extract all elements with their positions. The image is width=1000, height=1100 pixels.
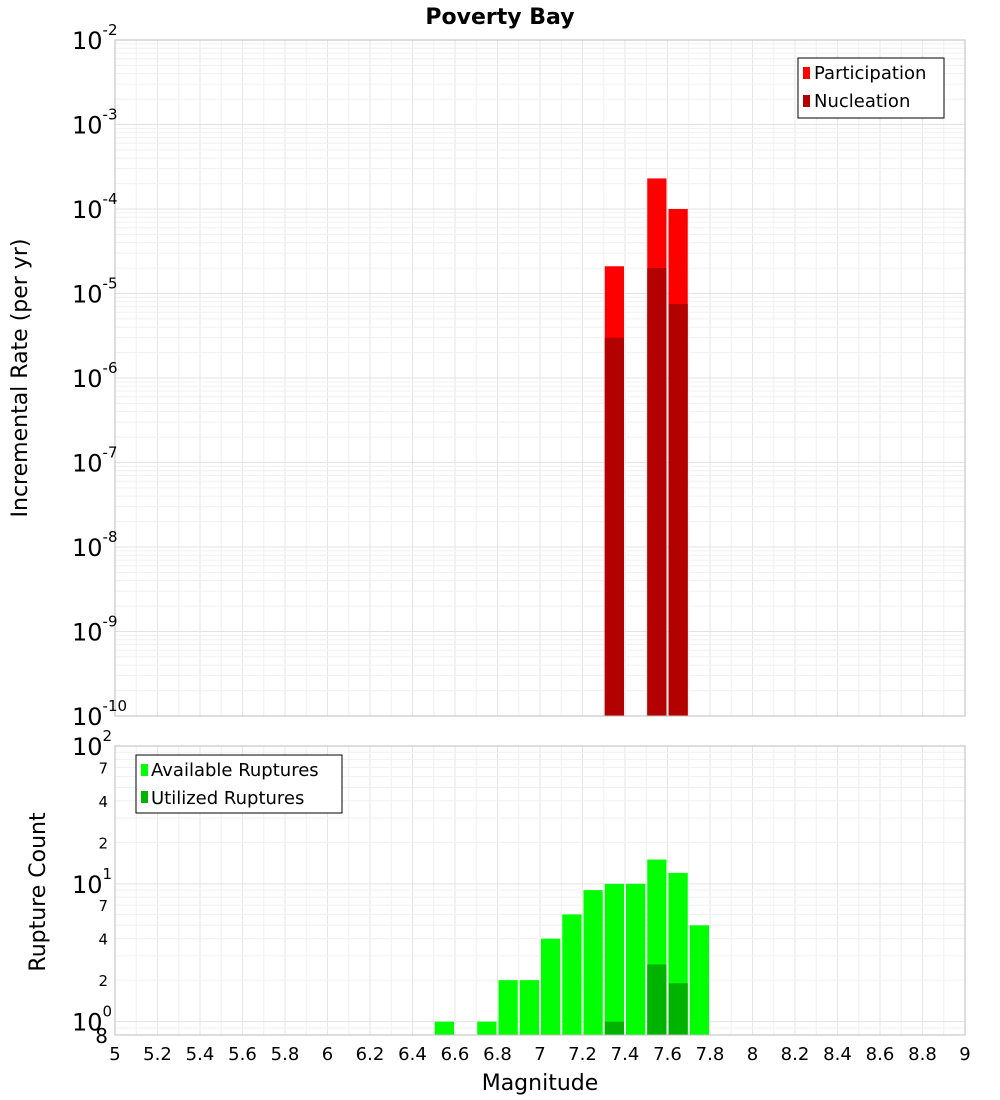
x-axis-label: Magnitude <box>482 1071 599 1096</box>
x-ticks: 5 5.2 5.4 5.6 5.8 6 6.2 6.4 6.6 6.8 7 7.2 7.4 7.6 7.8 8… <box>109 1044 970 1065</box>
y-tick-label: 10-9 <box>72 613 118 647</box>
x-tick-label: 7.2 <box>568 1044 597 1065</box>
y-tick-label: 10-5 <box>72 275 118 309</box>
top-legend: Participation Nucleation <box>797 57 945 119</box>
bottom-y-ticks: 102 101 100 7 4 2 7 4 2 8 <box>72 727 112 1048</box>
legend-swatch-available <box>141 764 148 776</box>
legend-label-nucleation: Nucleation <box>814 91 910 112</box>
bar-nucleation <box>647 268 667 716</box>
bottom-legend-box <box>135 754 343 814</box>
x-tick-label: 7.6 <box>653 1044 682 1065</box>
x-tick-label: 5.8 <box>271 1044 300 1065</box>
bar-available-ruptures <box>519 980 539 1035</box>
y-minor-tick-label: 2 <box>98 834 108 852</box>
y-minor-tick-label: 7 <box>98 759 108 777</box>
bar-utilized-ruptures <box>668 983 688 1035</box>
bottom-bars <box>434 859 709 1035</box>
bar-available-ruptures <box>498 980 518 1035</box>
x-tick-label: 5.2 <box>143 1044 172 1065</box>
bar-nucleation <box>668 304 688 716</box>
bar-available-ruptures <box>562 914 582 1035</box>
incremental-rate-panel: 10-2 10-3 10-4 10-5 10-6 10-7 10-8 10-9 10-10 In… <box>8 21 966 731</box>
chart-title: Poverty Bay <box>425 5 574 30</box>
x-tick-label: 6 <box>322 1044 333 1065</box>
y-minor-tick-label: 7 <box>98 897 108 915</box>
y-minor-tick-label: 4 <box>98 931 108 949</box>
y-tick-label: 10-10 <box>72 697 127 731</box>
x-tick-label: 7.8 <box>696 1044 725 1065</box>
top-legend-box <box>797 57 945 119</box>
bar-available-ruptures <box>604 883 624 1035</box>
x-tick-label: 9 <box>959 1044 970 1065</box>
bar-available-ruptures <box>541 938 561 1035</box>
bar-nucleation <box>604 337 624 716</box>
bottom-legend: Available Ruptures Utilized Ruptures <box>135 754 343 814</box>
top-plot-border <box>114 39 966 717</box>
x-tick-label: 8.6 <box>866 1044 895 1065</box>
y-tick-label: 10-8 <box>72 528 118 562</box>
bottom-plot-border <box>114 745 966 1036</box>
x-tick-label: 6.2 <box>356 1044 385 1065</box>
bar-utilized-ruptures <box>647 964 667 1035</box>
top-y-axis-label: Incremental Rate (per yr) <box>8 239 33 518</box>
bottom-y-axis-label: Rupture Count <box>26 812 51 972</box>
bar-available-ruptures <box>477 1021 497 1035</box>
x-tick-label: 6.4 <box>398 1044 427 1065</box>
y-tick-label: 10-2 <box>72 21 118 55</box>
y-tick-label: 10-4 <box>72 190 118 224</box>
x-tick-label: 7 <box>534 1044 545 1065</box>
y-tick-label: 100 <box>72 1003 112 1037</box>
x-tick-label: 5.4 <box>186 1044 215 1065</box>
bar-available-ruptures <box>689 925 709 1035</box>
x-tick-label: 7.4 <box>611 1044 640 1065</box>
y-minor-tick-label: 2 <box>98 972 108 990</box>
legend-swatch-nucleation <box>803 95 810 107</box>
y-tick-label: 101 <box>72 865 112 899</box>
top-grid <box>114 39 966 717</box>
bar-utilized-ruptures <box>604 1021 624 1035</box>
x-tick-label: 8.2 <box>781 1044 810 1065</box>
y-tick-label: 10-3 <box>72 106 118 140</box>
legend-label-utilized: Utilized Ruptures <box>151 788 304 809</box>
y-tick-label: 10-6 <box>72 359 118 393</box>
x-tick-label: 6.6 <box>441 1044 470 1065</box>
x-tick-label: 8 <box>747 1044 758 1065</box>
bar-available-ruptures <box>626 883 646 1035</box>
x-tick-label: 6.8 <box>483 1044 512 1065</box>
top-y-ticks: 10-2 10-3 10-4 10-5 10-6 10-7 10-8 10-9 10-10 <box>72 21 127 731</box>
y-minor-tick-label: 4 <box>98 793 108 811</box>
x-tick-label: 8.4 <box>823 1044 852 1065</box>
legend-label-participation: Participation <box>814 63 926 84</box>
y-minor-tick-label: 8 <box>95 1024 108 1048</box>
legend-label-available: Available Ruptures <box>151 760 319 781</box>
rupture-count-panel: 102 101 100 7 4 2 7 4 2 8 5 5.2 5.4 5.6 5.8 6 6.2 6.4 6.6… <box>26 727 971 1096</box>
x-tick-label: 8.8 <box>908 1044 937 1065</box>
bar-available-ruptures <box>583 890 603 1035</box>
bar-available-ruptures <box>434 1021 454 1035</box>
legend-swatch-participation <box>803 67 810 79</box>
y-tick-label: 102 <box>72 727 112 761</box>
y-tick-label: 10-7 <box>72 444 118 478</box>
top-bars <box>604 178 688 717</box>
x-tick-label: 5 <box>109 1044 120 1065</box>
legend-swatch-utilized <box>141 791 148 803</box>
x-tick-label: 5.6 <box>228 1044 257 1065</box>
